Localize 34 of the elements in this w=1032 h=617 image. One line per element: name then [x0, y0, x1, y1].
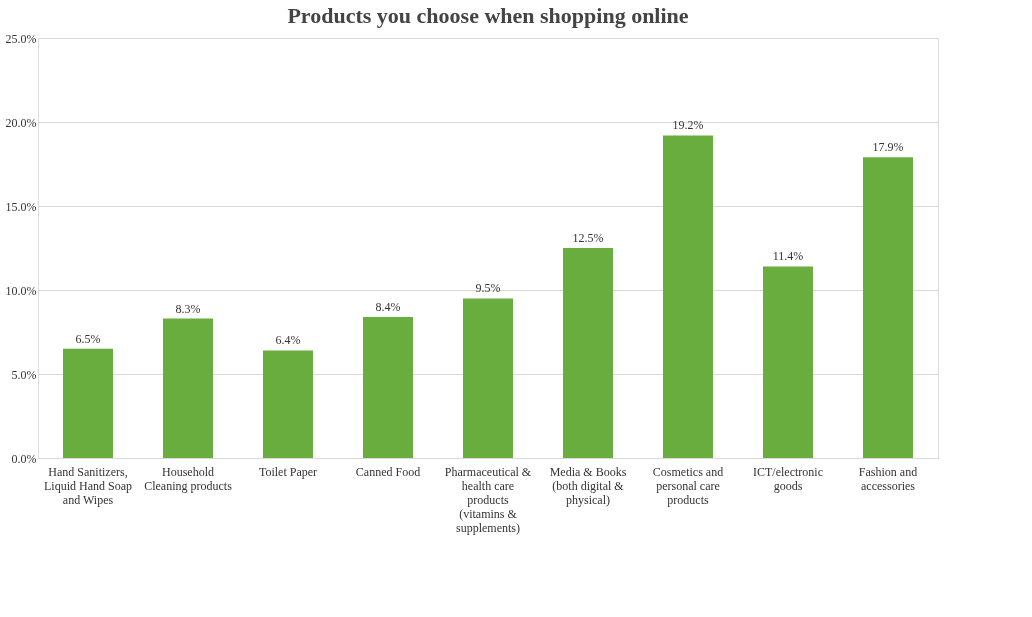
data-label: 8.4% [375, 299, 401, 314]
x-tick-label: Household Cleaning products [144, 464, 233, 493]
y-tick-label: 5.0% [11, 367, 37, 382]
x-tick-label: Fashion and accessories [858, 464, 918, 493]
y-tick-label: 15.0% [5, 199, 37, 214]
chart-title: Products you choose when shopping online [287, 3, 689, 28]
x-tick-label: Hand Sanitizers, Liquid Hand Soap and Wipes [44, 464, 132, 507]
bar [463, 298, 513, 458]
y-tick-label: 10.0% [5, 283, 37, 298]
x-tick-label: Canned Food [355, 464, 421, 479]
bar [863, 157, 913, 458]
data-label: 6.5% [75, 331, 101, 346]
data-label: 12.5% [572, 231, 604, 245]
y-tick-label: 0.0% [11, 451, 37, 466]
x-tick-label: Toilet Paper [258, 464, 318, 479]
x-tick-label: Pharmaceutical & health care products (vitamins & supplements) [444, 464, 532, 535]
bar [363, 316, 413, 458]
bar [563, 248, 613, 458]
y-tick-label: 25.0% [5, 31, 37, 46]
bar [663, 135, 713, 458]
data-label: 8.3% [175, 301, 201, 316]
bar [763, 266, 813, 458]
x-tick-label: ICT/electronic goods [753, 464, 823, 493]
data-label: 9.5% [475, 281, 501, 296]
y-tick-label: 20.0% [5, 115, 37, 130]
data-label: 17.9% [872, 140, 904, 155]
bar [263, 350, 313, 458]
data-label: 11.4% [772, 249, 804, 264]
data-label: 6.4% [275, 333, 301, 348]
x-tick-label: Cosmetics and personal care products [652, 464, 724, 507]
data-label: 19.2% [672, 118, 704, 133]
x-tick-label: Media & Books (both digital & physical) [549, 464, 627, 507]
bar [63, 348, 113, 458]
bar [163, 318, 213, 458]
